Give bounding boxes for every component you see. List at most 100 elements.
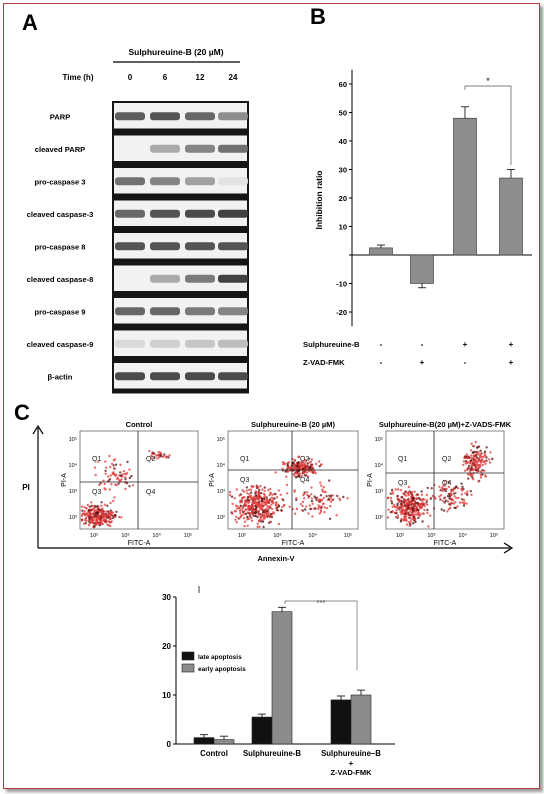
flow-event-dot: [96, 511, 99, 514]
flow-event-dot: [109, 474, 112, 477]
flow-event-dot: [463, 501, 466, 504]
band-label: pro-caspase 9: [34, 307, 85, 316]
flow-event-dot: [285, 492, 289, 495]
flow-event-dot: [301, 504, 304, 508]
b-condition-sign: -: [380, 358, 383, 367]
flow-event-dot: [414, 520, 417, 524]
flow-event-dot: [263, 503, 266, 507]
band-label: cleaved caspase-8: [27, 275, 94, 284]
flow-event-dot: [423, 502, 426, 506]
flow-event-dot: [305, 505, 308, 508]
flow-event-dot: [250, 519, 254, 522]
flow-event-dot: [94, 473, 97, 477]
apoptosis-bars: 0 10 20 30 I Control Sulphureuine-B Sulphureuin…: [162, 585, 395, 777]
flow-event-dot: [150, 457, 153, 460]
flow-event-dot: [272, 501, 275, 505]
flow-event-dot: [270, 496, 274, 499]
flow-event-dot: [155, 454, 158, 457]
flow-event-dot: [93, 508, 96, 511]
flow-event-dot: [85, 519, 88, 523]
flow-event-dot: [409, 520, 413, 523]
figure-frame: [3, 3, 540, 789]
flow-event-dot: [317, 507, 320, 511]
flow-event-dot: [238, 507, 241, 510]
flow-event-dot: [96, 515, 99, 518]
flow-event-dot: [421, 497, 425, 501]
flow-event-dot: [395, 509, 398, 512]
flow-event-dot: [293, 490, 296, 493]
flow-event-dot: [481, 469, 484, 472]
flow-event-dot: [415, 494, 418, 497]
flow-event-dot: [423, 508, 426, 512]
flow-event-dot: [80, 514, 84, 517]
flow-event-dot: [104, 460, 107, 463]
flow-event-dot: [427, 525, 430, 528]
flow-event-dot: [456, 505, 459, 508]
flow-event-dot: [471, 451, 474, 454]
flow-event-dot: [277, 489, 280, 492]
flow-event-dot: [94, 505, 97, 508]
flow-event-dot: [113, 458, 117, 461]
flow-event-dot: [303, 508, 307, 511]
flow-event-dot: [100, 508, 103, 511]
flow-y-title: PI-A: [209, 473, 216, 487]
flow-event-dot: [270, 507, 274, 511]
flow-event-dot: [403, 515, 407, 518]
flow-event-dot: [260, 497, 264, 500]
flow-event-dot: [275, 496, 279, 499]
flow-event-dot: [399, 507, 403, 510]
flow-event-dot: [441, 489, 444, 493]
flow-event-dot: [479, 476, 483, 479]
flow-event-dot: [425, 501, 428, 504]
flow-event-dot: [254, 514, 257, 518]
flow-event-dot: [261, 520, 265, 523]
b-ytick-label: -10: [336, 280, 347, 289]
flow-event-dot: [471, 473, 474, 477]
flow-event-dot: [481, 458, 484, 461]
flow-event-dot: [86, 503, 90, 507]
flow-event-dot: [306, 475, 310, 478]
flow-event-dot: [407, 485, 411, 489]
flow-event-dot: [300, 474, 303, 478]
flow-event-dot: [456, 487, 460, 490]
flow-event-dot: [403, 499, 406, 502]
pi-axis-label: PI: [22, 483, 30, 492]
flow-event-dot: [253, 501, 256, 504]
flow-event-dot: [396, 488, 400, 491]
inhibition-chart: -20 -10 10 20 30 40 50 60 * Sulphureuine-B - - + + Z-V…: [303, 69, 532, 367]
c-ytick-label: 0: [167, 740, 172, 749]
flow-event-dot: [475, 470, 479, 473]
flow-event-dot: [252, 514, 255, 517]
c-bar-late: [251, 716, 273, 745]
flow-event-dot: [473, 462, 476, 465]
flow-event-dot: [242, 505, 245, 508]
flow-event-dot: [325, 495, 328, 498]
c-ytick-label: 10: [162, 691, 171, 700]
flow-event-dot: [105, 510, 108, 513]
flow-event-dot: [267, 507, 270, 511]
c-category-label: Control: [200, 749, 228, 758]
flow-event-dot: [469, 454, 473, 457]
flow-event-dot: [259, 516, 263, 519]
flow-event-dot: [265, 496, 268, 499]
c-bar-early: [213, 739, 235, 745]
flow-event-dot: [295, 472, 299, 475]
flow-event-dot: [273, 492, 276, 496]
flow-event-dot: [319, 481, 322, 484]
flow-event-dot: [295, 497, 298, 500]
protein-band: [115, 339, 145, 348]
flow-event-dot: [462, 460, 466, 463]
protein-band: [185, 274, 215, 283]
flow-event-dot: [98, 510, 102, 513]
quadrant-label: Q4: [442, 480, 451, 487]
flow-event-dot: [477, 460, 480, 463]
flow-event-dot: [263, 489, 266, 493]
flow-event-dot: [407, 514, 410, 517]
flow-event-dot: [483, 450, 487, 453]
panel-a: A Sulphureuine-B (20 µM) Time (h) 0 6 12 24…: [22, 10, 249, 394]
flow-event-dot: [260, 507, 263, 511]
quadrant-label: Q1: [92, 456, 101, 463]
b-ytick-label: 20: [339, 194, 347, 203]
flow-event-dot: [317, 460, 321, 463]
flow-y-tick: 10⁵: [217, 436, 225, 443]
